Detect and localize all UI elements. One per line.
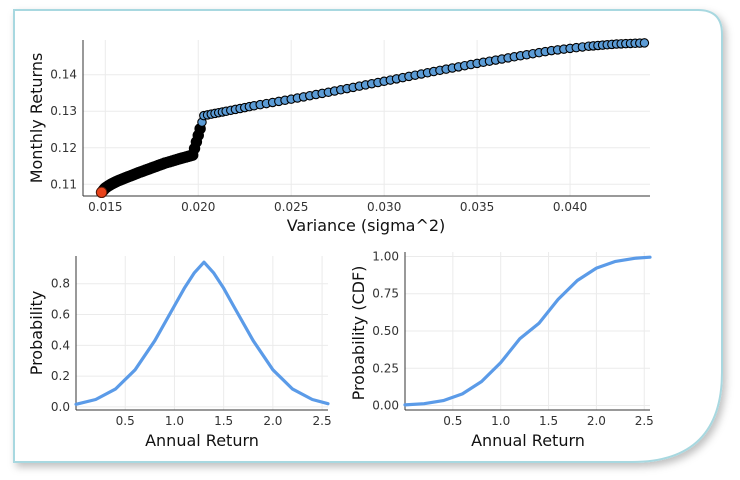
cdf-y-axis-title: Probability (CDF) [349,266,368,401]
pdf-x-tick-labels: 0.5 1.0 1.5 2.0 2.5 [116,414,332,428]
x-tick-label: 0.030 [367,200,401,214]
y-tick-label: 0.6 [51,308,70,322]
cdf-curve [403,255,652,407]
frontier-series [95,38,650,199]
x-tick-label: 0.015 [88,200,122,214]
figure-card [13,9,723,463]
min-variance-point [95,186,108,199]
x-tick-label: 1.5 [214,414,233,428]
frontier-y-tick-labels: 0.11 0.12 0.13 0.14 [50,68,77,192]
cdf-y-tick-labels: 0.00 0.25 0.50 0.75 1.00 [372,249,399,412]
cdf-x-axis-title: Annual Return [471,431,585,450]
x-tick-label: 2.0 [587,414,606,428]
x-tick-label: 0.025 [274,200,308,214]
pdf-y-axis-title: Probability [27,291,46,376]
y-tick-label: 0.12 [50,141,77,155]
frontier-grid [83,40,650,196]
y-tick-label: 0.0 [51,400,70,414]
x-tick-label: 2.5 [313,414,332,428]
y-tick-label: 1.00 [372,249,399,263]
x-tick-label: 0.035 [460,200,494,214]
pdf-panel: 0.5 1.0 1.5 2.0 2.5 0.0 0.2 0.4 0.6 0.8 Annual R… [27,256,332,450]
y-tick-label: 0.00 [372,399,399,413]
x-tick-label: 0.020 [181,200,215,214]
cdf-grid [405,252,650,410]
cdf-panel: 0.5 1.0 1.5 2.0 2.5 0.00 0.25 0.50 0.75 1.00 Ann… [349,249,654,450]
x-tick-label: 2.0 [263,414,282,428]
cdf-series [403,255,652,407]
y-tick-label: 0.4 [51,338,70,352]
x-tick-label: 0.5 [116,414,135,428]
x-tick-label: 1.0 [165,414,184,428]
x-tick-label: 0.040 [553,200,587,214]
frontier-x-tick-labels: 0.015 0.020 0.025 0.030 0.035 0.040 [88,200,587,214]
y-tick-label: 0.75 [372,287,399,301]
frontier-y-axis-title: Monthly Returns [27,53,46,184]
pdf-grid [76,256,328,410]
y-tick-label: 0.14 [50,68,77,82]
frontier-panel: 0.015 0.020 0.025 0.030 0.035 0.040 0.110.120… [27,38,650,235]
x-tick-label: 1.5 [539,414,558,428]
y-tick-label: 0.11 [50,177,77,191]
pdf-series [74,260,330,406]
frontier-x-axis-title: Variance (sigma^2) [287,216,446,235]
y-tick-label: 0.8 [51,277,70,291]
y-tick-label: 0.25 [372,361,399,375]
frontier-point [639,38,650,48]
x-tick-label: 0.5 [443,414,462,428]
pdf-x-axis-title: Annual Return [145,431,259,450]
pdf-y-tick-labels: 0.0 0.2 0.4 0.6 0.8 [51,277,70,414]
y-tick-label: 0.50 [372,324,399,338]
cdf-x-tick-labels: 0.5 1.0 1.5 2.0 2.5 [443,414,654,428]
pdf-curve [74,260,330,406]
y-tick-label: 0.2 [51,369,70,383]
y-tick-label: 0.13 [50,104,77,118]
x-tick-label: 1.0 [491,414,510,428]
x-tick-label: 2.5 [635,414,654,428]
